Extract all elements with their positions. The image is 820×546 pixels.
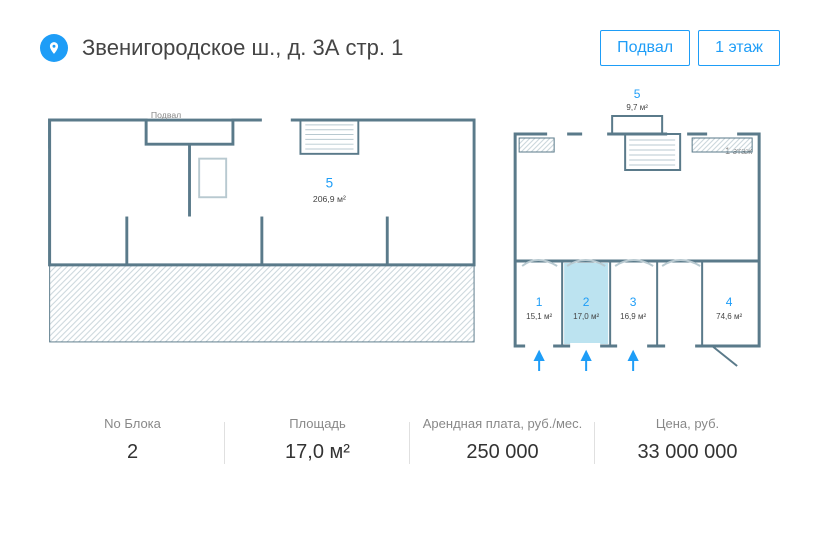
stat-block-value: 2 bbox=[40, 441, 225, 464]
stat-rent-value: 250 000 bbox=[410, 441, 595, 464]
stat-rent-label: Арендная плата, руб./мес. bbox=[410, 416, 595, 431]
tab-basement[interactable]: Подвал bbox=[600, 30, 690, 66]
floor-room3-num: 3 bbox=[630, 295, 637, 309]
floor-room1-num: 1 bbox=[536, 295, 543, 309]
basement-label: Подвал bbox=[151, 110, 181, 120]
floor-top-area: 9,7 м² bbox=[626, 103, 648, 112]
plan-basement: Подвал 5 206,9 м² bbox=[40, 86, 484, 376]
stat-price-value: 33 000 000 bbox=[595, 441, 780, 464]
floor-room1-area: 15,1 м² bbox=[526, 312, 552, 321]
floor-room3-area: 16,9 м² bbox=[620, 312, 646, 321]
stat-rent: Арендная плата, руб./мес. 250 000 bbox=[410, 416, 595, 464]
stat-block-label: No Блока bbox=[40, 416, 225, 431]
location-pin-icon bbox=[40, 34, 68, 62]
plan-floor-1: 5 9,7 м² 1 этаж bbox=[494, 86, 780, 376]
stat-price: Цена, руб. 33 000 000 bbox=[595, 416, 780, 464]
stat-area-label: Площадь bbox=[225, 416, 410, 431]
floor-room2-area: 17,0 м² bbox=[573, 312, 599, 321]
stat-area-value: 17,0 м² bbox=[225, 441, 410, 464]
basement-svg: Подвал 5 206,9 м² bbox=[40, 86, 484, 376]
floor-tabs: Подвал 1 этаж bbox=[600, 30, 780, 66]
stat-area: Площадь 17,0 м² bbox=[225, 416, 410, 464]
stats-row: No Блока 2 Площадь 17,0 м² Арендная плат… bbox=[0, 376, 820, 464]
floor-room2-num: 2 bbox=[583, 295, 590, 309]
header: Звенигородское ш., д. 3А стр. 1 Подвал 1… bbox=[0, 0, 820, 76]
stat-block: No Блока 2 bbox=[40, 416, 225, 464]
tab-floor-1[interactable]: 1 этаж bbox=[698, 30, 780, 66]
address-text: Звенигородское ш., д. 3А стр. 1 bbox=[82, 35, 403, 61]
floor-top-num: 5 bbox=[634, 87, 641, 101]
floor1-svg: 5 9,7 м² 1 этаж bbox=[494, 86, 780, 376]
basement-room-area: 206,9 м² bbox=[313, 194, 346, 204]
basement-room-num: 5 bbox=[326, 176, 334, 191]
floor-plans: Подвал 5 206,9 м² 5 9,7 м² bbox=[0, 76, 820, 376]
header-left: Звенигородское ш., д. 3А стр. 1 bbox=[40, 34, 403, 62]
floor-room4-num: 4 bbox=[726, 295, 733, 309]
stat-price-label: Цена, руб. bbox=[595, 416, 780, 431]
floor-room4-area: 74,6 м² bbox=[716, 312, 742, 321]
